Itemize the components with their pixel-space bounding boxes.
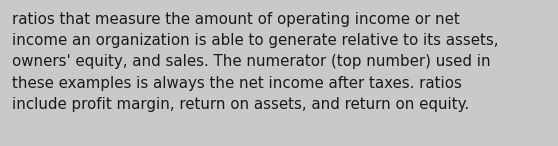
- Text: ratios that measure the amount of operating income or net
income an organization: ratios that measure the amount of operat…: [12, 12, 498, 112]
